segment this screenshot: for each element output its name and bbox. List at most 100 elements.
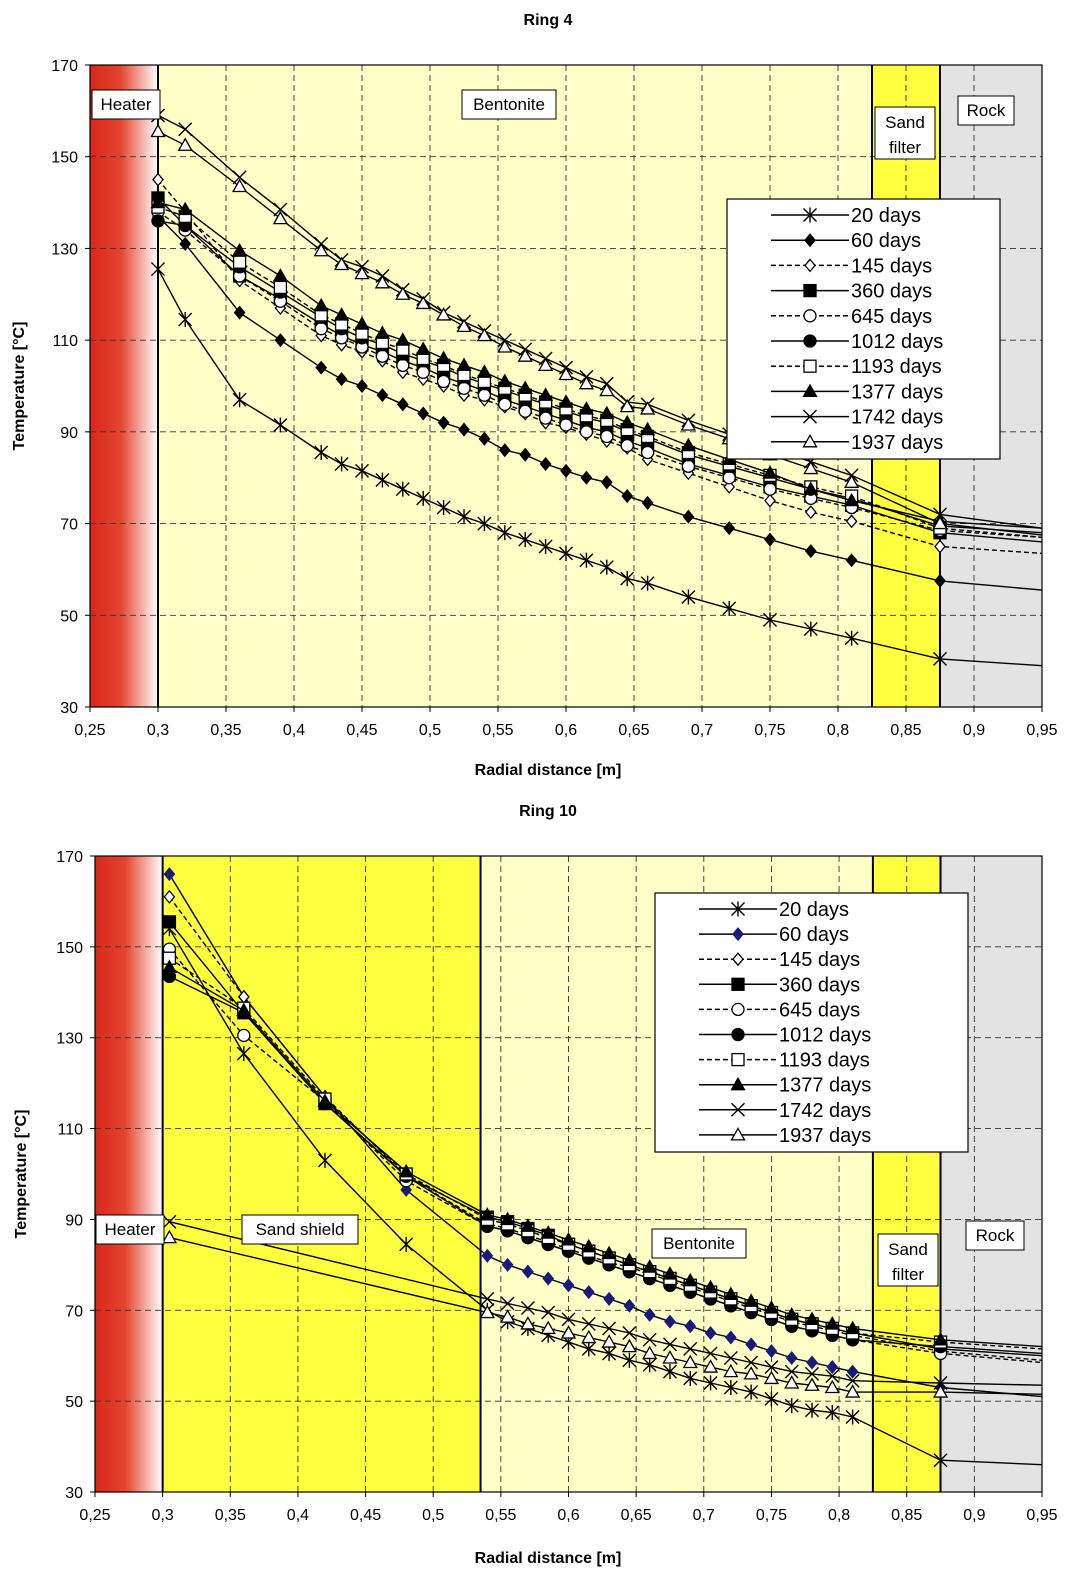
legend-marker (731, 1027, 745, 1042)
data-point-1742-days (723, 1350, 738, 1365)
series-line-20-days (157, 268, 1043, 667)
y-tick-label: 170 (51, 58, 78, 75)
data-point-645-days (498, 397, 512, 411)
data-point-60-days (600, 475, 613, 490)
data-point-1937-days (824, 1379, 840, 1394)
data-point-60-days (396, 397, 409, 412)
legend-label: 1742 days (851, 407, 943, 429)
data-point-20-days (825, 1405, 840, 1420)
data-point-1012-days (151, 214, 165, 228)
data-point-1937-days (231, 178, 248, 193)
data-point-60-days (519, 447, 532, 462)
data-point-1937-days (161, 1229, 178, 1244)
data-point-1193-days (232, 255, 247, 269)
data-point-645-days (681, 459, 696, 473)
data-point-20-days (317, 1152, 332, 1168)
legend-label: 645 days (851, 306, 932, 328)
data-point-1377-days (680, 437, 697, 452)
data-point-1377-days (682, 1272, 698, 1287)
x-tick-label: 0,3 (147, 722, 169, 739)
legend-label: 1012 days (851, 331, 943, 353)
data-point-645-days (640, 445, 655, 460)
data-point-145-days (804, 505, 817, 520)
data-point-60-days (806, 1355, 818, 1370)
data-point-1377-days (435, 350, 452, 365)
legend-marker (731, 1002, 745, 1017)
data-point-1377-days (601, 1245, 617, 1260)
data-point-1377-days (599, 405, 615, 420)
y-tick-label: 70 (65, 1303, 83, 1320)
data-point-645-days (763, 482, 777, 496)
data-point-1937-days (601, 1334, 617, 1348)
y-tick-label: 170 (56, 849, 83, 866)
data-point-1742-days (825, 1369, 840, 1384)
legend-item-60-days: 60 days (771, 230, 921, 252)
data-point-20-days (559, 545, 573, 561)
data-point-1742-days (541, 1305, 556, 1320)
data-point-1377-days (537, 387, 554, 401)
data-point-60-days (582, 1285, 595, 1300)
data-point-20-days (416, 490, 431, 506)
data-point-20-days (314, 444, 329, 460)
data-point-20-days (845, 1409, 860, 1425)
region-label-box (965, 1220, 1025, 1251)
data-point-60-days (623, 1298, 636, 1313)
data-point-1937-days (642, 1345, 658, 1360)
data-point-60-days (641, 495, 654, 510)
data-point-20-days (933, 1452, 948, 1468)
data-point-645-days (579, 425, 594, 439)
region-label-text: Bentonite (473, 95, 545, 114)
x-tick-label: 0,45 (350, 1507, 381, 1524)
data-point-20-days (784, 1398, 799, 1414)
data-point-60-days (664, 1314, 676, 1329)
data-point-1742-days (581, 1316, 596, 1331)
x-tick-label: 0,7 (691, 722, 713, 739)
legend-label: 645 days (779, 999, 860, 1021)
data-point-645-days (518, 404, 532, 418)
data-point-1377-days (236, 1002, 252, 1017)
data-point-1377-days (177, 201, 193, 216)
data-point-1377-days (231, 242, 248, 257)
data-point-1377-days (844, 1320, 861, 1335)
legend-item-645-days: 645 days (771, 306, 932, 328)
region-label-box (957, 95, 1015, 126)
x-tick-label: 0,25 (79, 1507, 110, 1524)
series-line-360-days (157, 197, 1043, 543)
data-point-60-days (179, 236, 192, 251)
data-point-1742-days (162, 1214, 177, 1229)
data-point-1377-days (415, 341, 431, 355)
y-tick-label: 30 (60, 700, 78, 717)
x-tick-label: 0,75 (756, 1507, 787, 1524)
data-point-1377-days (803, 481, 819, 495)
data-point-1937-days (520, 1316, 536, 1330)
legend-marker (731, 1102, 745, 1117)
data-point-1937-days (476, 327, 493, 342)
legend-item-1742-days: 1742 days (699, 1100, 871, 1122)
data-point-60-days (785, 1350, 798, 1366)
series-line-60-days (157, 215, 1043, 591)
data-point-20-days (764, 1391, 779, 1407)
legend-item-360-days: 360 days (771, 281, 932, 303)
x-tick-label: 0,65 (618, 722, 649, 739)
data-point-20-days (763, 612, 777, 628)
data-point-1377-days (456, 357, 472, 372)
data-point-1377-days (540, 1225, 556, 1239)
data-point-1937-days (150, 123, 166, 138)
legend-marker (804, 258, 816, 273)
region-label-text: Bentonite (663, 1234, 735, 1253)
data-point-645-days (396, 358, 410, 373)
data-point-1742-days (500, 1296, 515, 1311)
data-point-1377-days (804, 1311, 820, 1326)
x-tick-label: 0,95 (1026, 1507, 1057, 1524)
data-point-20-days (232, 392, 247, 408)
legend-label: 20 days (779, 899, 849, 921)
data-point-645-days (620, 438, 634, 453)
data-point-1742-days (232, 170, 247, 185)
legend-marker (803, 283, 817, 298)
data-point-1937-days (272, 210, 289, 225)
data-point-1937-days (354, 265, 370, 280)
legend-marker (731, 901, 745, 917)
legend-marker (731, 1052, 745, 1067)
data-point-1377-days (354, 316, 370, 330)
data-point-60-days (458, 422, 470, 437)
